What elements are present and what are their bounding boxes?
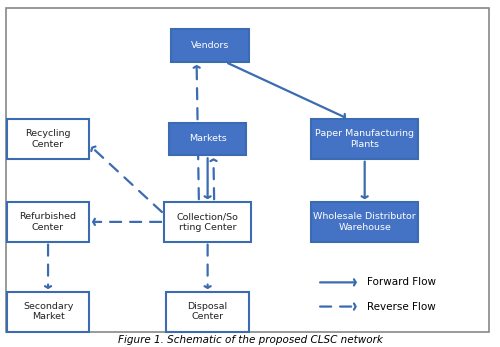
FancyBboxPatch shape xyxy=(164,202,251,242)
FancyBboxPatch shape xyxy=(7,202,89,242)
Text: Paper Manufacturing
Plants: Paper Manufacturing Plants xyxy=(315,129,414,149)
FancyBboxPatch shape xyxy=(311,119,418,159)
Text: Markets: Markets xyxy=(188,134,226,143)
Text: Wholesale Distributor
Warehouse: Wholesale Distributor Warehouse xyxy=(314,212,416,231)
Text: Reverse Flow: Reverse Flow xyxy=(367,302,436,312)
FancyBboxPatch shape xyxy=(172,29,249,62)
FancyBboxPatch shape xyxy=(7,292,89,332)
FancyBboxPatch shape xyxy=(169,122,246,155)
Text: Figure 1. Schematic of the proposed CLSC network: Figure 1. Schematic of the proposed CLSC… xyxy=(118,335,382,345)
Text: Forward Flow: Forward Flow xyxy=(367,277,436,287)
Text: Secondary
Market: Secondary Market xyxy=(23,302,73,321)
Text: Collection/So
rting Center: Collection/So rting Center xyxy=(176,212,238,231)
Text: Vendors: Vendors xyxy=(191,41,230,50)
FancyBboxPatch shape xyxy=(166,292,249,332)
Text: Recycling
Center: Recycling Center xyxy=(26,129,71,149)
Text: Disposal
Center: Disposal Center xyxy=(188,302,228,321)
Text: Refurbished
Center: Refurbished Center xyxy=(20,212,76,231)
FancyBboxPatch shape xyxy=(7,119,89,159)
FancyBboxPatch shape xyxy=(311,202,418,242)
